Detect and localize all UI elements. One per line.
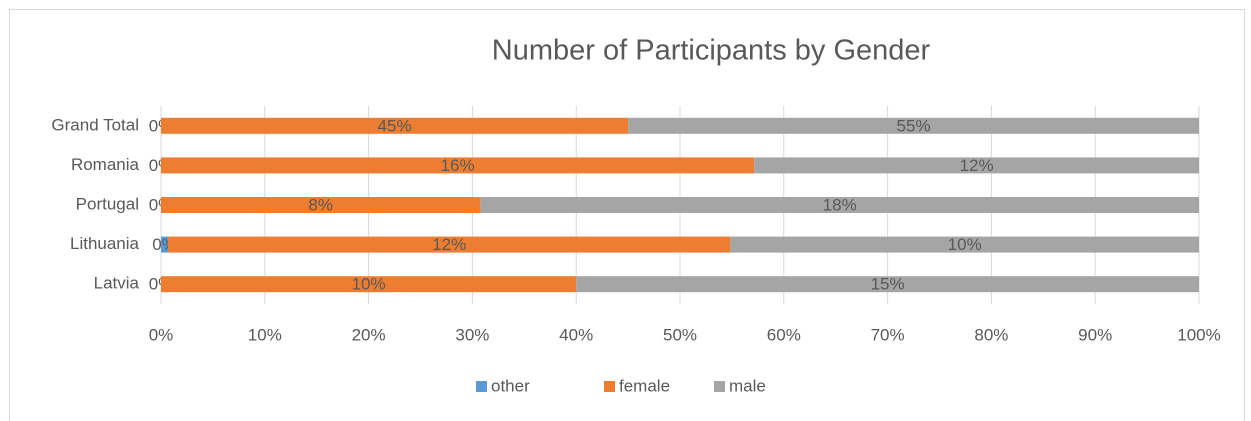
bar-segment xyxy=(161,236,169,253)
chart-frame xyxy=(9,9,1245,421)
y-tick-label: Portugal xyxy=(76,194,139,213)
bar-segment xyxy=(754,157,1199,174)
legend-swatch xyxy=(714,381,725,392)
y-tick-label: Latvia xyxy=(94,274,140,293)
data-label: 12% xyxy=(960,156,994,175)
legend-label: male xyxy=(729,376,766,395)
x-tick-label: 20% xyxy=(352,325,386,344)
legend-swatch xyxy=(476,381,487,392)
x-tick-label: 50% xyxy=(663,325,697,344)
chart-title: Number of Participants by Gender xyxy=(492,35,931,67)
bar-segment xyxy=(168,236,731,253)
x-tick-label: 10% xyxy=(248,325,282,344)
y-tick-label: Grand Total xyxy=(51,115,139,134)
bar-segment xyxy=(576,276,1199,293)
bar-segment xyxy=(480,197,1199,213)
data-label: 8% xyxy=(308,195,333,214)
data-label: 45% xyxy=(378,116,412,135)
bar-segment xyxy=(161,117,629,134)
x-tick-label: 80% xyxy=(974,325,1008,344)
data-label: 10% xyxy=(948,235,982,254)
x-tick-label: 30% xyxy=(455,325,489,344)
data-label: 55% xyxy=(897,116,931,135)
legend-swatch xyxy=(604,381,615,392)
x-tick-label: 60% xyxy=(767,325,801,344)
bar-segment xyxy=(161,276,577,293)
data-label: 15% xyxy=(871,275,905,294)
x-tick-label: 40% xyxy=(559,325,593,344)
data-label: 18% xyxy=(823,195,857,214)
legend-label: other xyxy=(491,376,530,395)
bar-segment xyxy=(161,197,481,213)
x-tick-label: 90% xyxy=(1078,325,1112,344)
y-tick-label: Lithuania xyxy=(70,234,140,253)
legend-label: female xyxy=(619,376,670,395)
bar-segment xyxy=(161,157,755,174)
y-tick-label: Romania xyxy=(71,155,140,174)
data-label: 16% xyxy=(441,156,475,175)
x-tick-label: 0% xyxy=(149,325,174,344)
x-tick-label: 100% xyxy=(1177,325,1220,344)
bar-segment xyxy=(628,117,1199,134)
x-tick-label: 70% xyxy=(871,325,905,344)
bar-segment xyxy=(730,236,1199,253)
data-label: 10% xyxy=(352,275,386,294)
data-label: 12% xyxy=(432,235,466,254)
